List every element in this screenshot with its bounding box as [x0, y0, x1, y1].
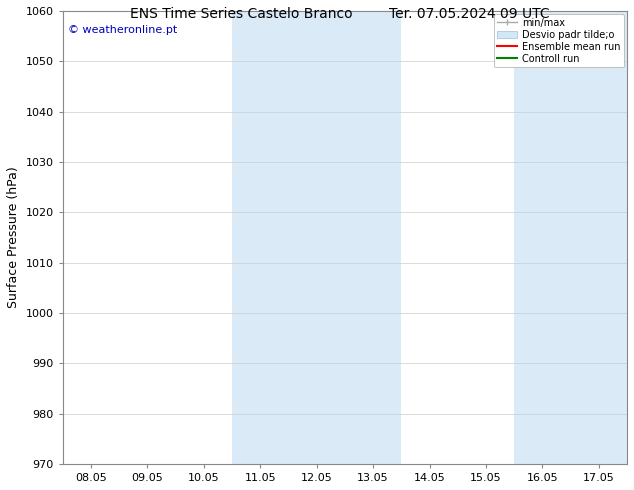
Text: © weatheronline.pt: © weatheronline.pt	[68, 24, 178, 34]
Bar	[514, 11, 627, 464]
Text: ENS Time Series Castelo Branco: ENS Time Series Castelo Branco	[129, 7, 353, 22]
Bar	[232, 11, 401, 464]
Y-axis label: Surface Pressure (hPa): Surface Pressure (hPa)	[7, 167, 20, 308]
Text: Ter. 07.05.2024 09 UTC: Ter. 07.05.2024 09 UTC	[389, 7, 550, 22]
Legend: min/max, Desvio padr tilde;o, Ensemble mean run, Controll run: min/max, Desvio padr tilde;o, Ensemble m…	[493, 14, 624, 68]
